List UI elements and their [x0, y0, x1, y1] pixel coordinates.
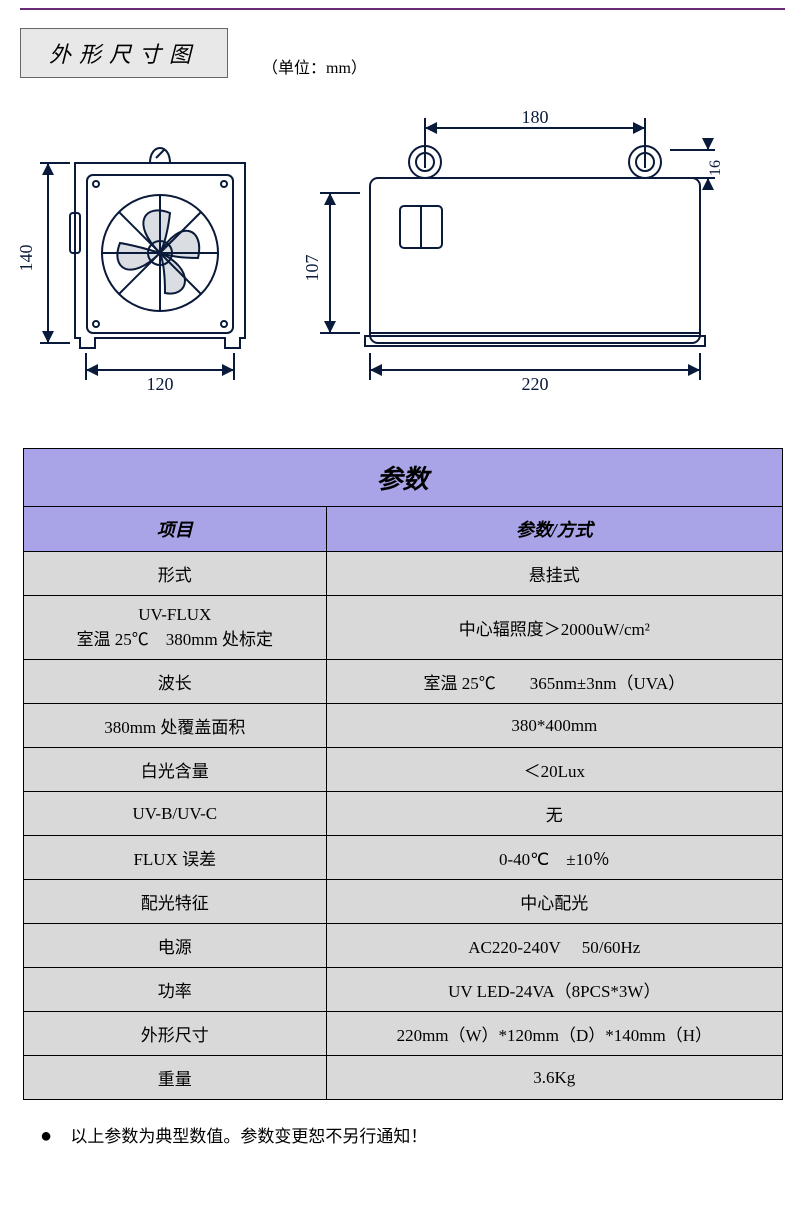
dim-height-140: 140: [20, 245, 36, 272]
table-row: 电源AC220-240V 50/60Hz: [23, 924, 782, 968]
cell-value: 380*400mm: [327, 704, 782, 748]
table-header-row: 项目 参数/方式: [23, 507, 782, 552]
heading-row: 外形尺寸图 （单位：mm）: [0, 10, 805, 78]
cell-value: AC220-240V 50/60Hz: [327, 924, 782, 968]
cell-value: 无: [327, 792, 782, 836]
bullet-icon: ●: [40, 1125, 52, 1147]
cell-value: 中心辐照度＞2000uW/cm²: [327, 596, 782, 660]
unit-label: （单位：mm）: [262, 54, 367, 78]
drawings-svg: 140: [20, 108, 785, 408]
page: 外形尺寸图 （单位：mm） 140: [0, 8, 805, 1208]
table-title: 参数: [23, 449, 782, 507]
footnote: ● 以上参数为典型数值。参数变更恕不另行通知！: [40, 1122, 765, 1148]
dim-w-220: 220: [522, 374, 549, 394]
table-row: UV-B/UV-C无: [23, 792, 782, 836]
dim-ring-16: 16: [707, 160, 724, 176]
section-heading: 外形尺寸图: [20, 28, 228, 78]
cell-value: 220mm（W）*120mm（D）*140mm（H）: [327, 1012, 782, 1056]
table-header-right: 参数/方式: [327, 507, 782, 552]
cell-value: 中心配光: [327, 880, 782, 924]
cell-value: UV LED-24VA（8PCS*3W）: [327, 968, 782, 1012]
table-title-row: 参数: [23, 449, 782, 507]
cell-key: 功率: [23, 968, 327, 1012]
cell-key: UV-B/UV-C: [23, 792, 327, 836]
dimension-drawings: 140: [20, 108, 785, 408]
cell-key: 外形尺寸: [23, 1012, 327, 1056]
cell-key: FLUX 误差: [23, 836, 327, 880]
cell-value: 0-40℃ ±10％: [327, 836, 782, 880]
cell-key: 380mm 处覆盖面积: [23, 704, 327, 748]
cell-value: ＜20Lux: [327, 748, 782, 792]
cell-value: 3.6Kg: [327, 1056, 782, 1100]
table-row: 配光特征中心配光: [23, 880, 782, 924]
cell-value: 室温 25℃ 365nm±3nm（UVA）: [327, 660, 782, 704]
footnote-text: 以上参数为典型数值。参数变更恕不另行通知！: [70, 1127, 427, 1146]
table-row: 外形尺寸220mm（W）*120mm（D）*140mm（H）: [23, 1012, 782, 1056]
table-row: 白光含量＜20Lux: [23, 748, 782, 792]
cell-key: UV-FLUX室温 25℃ 380mm 处标定: [23, 596, 327, 660]
cell-key: 波长: [23, 660, 327, 704]
table-row: 380mm 处覆盖面积380*400mm: [23, 704, 782, 748]
table-row: FLUX 误差0-40℃ ±10％: [23, 836, 782, 880]
table-row: 功率UV LED-24VA（8PCS*3W）: [23, 968, 782, 1012]
side-view: 180 16 107: [302, 108, 724, 394]
cell-key: 白光含量: [23, 748, 327, 792]
table-row: 形式悬挂式: [23, 552, 782, 596]
front-view: 140: [20, 148, 245, 394]
cell-key: 配光特征: [23, 880, 327, 924]
table-row: UV-FLUX室温 25℃ 380mm 处标定中心辐照度＞2000uW/cm²: [23, 596, 782, 660]
dim-h-107: 107: [302, 255, 322, 282]
dim-width-120: 120: [147, 374, 174, 394]
table-row: 波长室温 25℃ 365nm±3nm（UVA）: [23, 660, 782, 704]
cell-key: 电源: [23, 924, 327, 968]
spec-table: 参数 项目 参数/方式 形式悬挂式UV-FLUX室温 25℃ 380mm 处标定…: [23, 448, 783, 1100]
table-row: 重量3.6Kg: [23, 1056, 782, 1100]
cell-value: 悬挂式: [327, 552, 782, 596]
cell-key: 重量: [23, 1056, 327, 1100]
table-header-left: 项目: [23, 507, 327, 552]
dim-span-180: 180: [522, 108, 549, 127]
cell-key: 形式: [23, 552, 327, 596]
table-body: 形式悬挂式UV-FLUX室温 25℃ 380mm 处标定中心辐照度＞2000uW…: [23, 552, 782, 1100]
